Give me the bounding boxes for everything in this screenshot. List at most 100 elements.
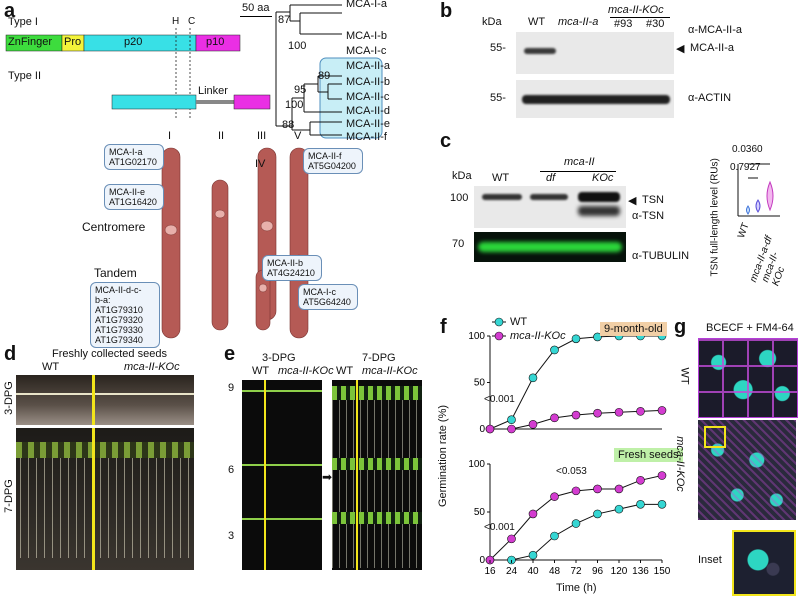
e-row-3: 3 xyxy=(228,530,235,542)
f-point-ko xyxy=(657,406,667,415)
f-point-ko xyxy=(636,407,645,416)
c-mw-70: 70 xyxy=(452,238,465,250)
b-lane-93: #93 xyxy=(614,18,633,30)
bootstrap-87: 87 xyxy=(278,14,291,26)
bootstrap-100-b: 100 xyxy=(285,99,304,111)
d-wt-label: WT xyxy=(42,361,60,373)
c-xlabel-wt: WT xyxy=(736,221,752,240)
b-lane-30: #30 xyxy=(646,18,665,30)
f-point-wt xyxy=(593,332,602,342)
c-pvalue-0360: 0.0360 xyxy=(732,144,763,155)
b-blot-actin xyxy=(516,80,674,118)
domain-p10 xyxy=(195,34,241,52)
c-lane-df: df xyxy=(546,172,556,184)
f-title-bottom: Fresh seeds xyxy=(614,448,683,462)
d-title: Freshly collected seeds xyxy=(52,348,167,360)
tree-leaf-2: MCA-I-b xyxy=(346,30,387,42)
d-photo-3dpg xyxy=(16,375,194,425)
e-ko-right: mca-II-KOc xyxy=(362,365,418,377)
f-legend-ko: mca-II-KOc xyxy=(510,330,566,342)
f-xtick-label: 136 xyxy=(632,566,649,577)
c-antibody-tubulin: α-TUBULIN xyxy=(632,250,690,262)
chromosome-label-ii: II xyxy=(218,130,225,142)
tree-leaf-5: MCA-II-b xyxy=(346,76,390,88)
g-row-inset: Inset xyxy=(698,554,722,566)
panel-label-a: a xyxy=(4,0,16,22)
g-image-inset xyxy=(732,530,796,596)
domain-label-znfinger: ZnFinger xyxy=(8,36,53,48)
e-ko-left: mca-II-KOc xyxy=(278,365,334,377)
b-lane-mca-ii-a: mca-II-a xyxy=(558,16,599,28)
f-point-ko xyxy=(657,471,667,480)
e-photo-7dpg xyxy=(332,380,422,570)
f-ytick-label: 50 xyxy=(474,378,486,389)
panel-label-c: c xyxy=(440,130,452,152)
c-group-header: mca-II xyxy=(564,156,595,168)
g-image-ko xyxy=(698,420,796,520)
f-point-ko xyxy=(550,492,559,501)
f-point-ko xyxy=(571,486,581,496)
f-point-wt xyxy=(636,500,645,509)
marker-c: C xyxy=(188,16,196,27)
e-wt-right: WT xyxy=(336,365,354,377)
scale-label: 50 aa xyxy=(242,2,270,14)
f-xtick-label: 96 xyxy=(592,566,604,577)
f-point-ko xyxy=(614,407,624,417)
chromosome-label-iv: IV xyxy=(255,158,266,170)
f-ytick-label: 50 xyxy=(474,507,486,518)
c-kda: kDa xyxy=(452,170,472,182)
locus-mca-i-c: MCA-I-c AT5G64240 xyxy=(298,284,358,310)
panel-label-g: g xyxy=(674,316,687,338)
f-point-ko xyxy=(571,410,581,420)
f-legend-marker xyxy=(494,331,504,341)
d-ko-label: mca-II-KOc xyxy=(124,361,180,373)
d-row-7dpg: 7-DPG xyxy=(2,479,15,513)
g-title: BCECF + FM4-64 xyxy=(706,322,794,334)
f-ytick-label: 0 xyxy=(479,424,485,435)
e-wt-left: WT xyxy=(252,365,270,377)
f-series-line-wt xyxy=(490,503,662,561)
f-legend-marker xyxy=(494,317,504,327)
f-ylabel: Germination rate (%) xyxy=(437,404,450,508)
tree-leaf-9: MCA-II-f xyxy=(346,131,387,143)
c-band-arrow: ◀ xyxy=(628,195,637,207)
f-point-wt xyxy=(550,345,559,355)
d-photo-7dpg xyxy=(16,428,194,570)
centromere-label: Centromere xyxy=(82,220,146,234)
f-xtick-label: 40 xyxy=(527,566,539,577)
scale-bar xyxy=(240,16,272,17)
b-mw-55-bottom: 55- xyxy=(490,92,506,104)
domain-label-pro: Pro xyxy=(64,36,82,48)
bootstrap-88: 88 xyxy=(282,119,295,131)
tree-leaf-7: MCA-II-d xyxy=(346,105,390,117)
f-xtick-label: 24 xyxy=(506,566,518,577)
f-xtick-label: 120 xyxy=(611,566,628,577)
f-point-ko xyxy=(593,408,602,418)
locus-mca-i-a: MCA-I-a AT1G02170 xyxy=(104,144,164,170)
f-point-wt xyxy=(571,519,581,528)
locus-mca-ii-b: MCA-II-b AT4G24210 xyxy=(262,255,322,281)
f-point-wt xyxy=(550,531,559,541)
b-lane-wt: WT xyxy=(528,16,546,28)
tree-leaf-6: MCA-II-c xyxy=(346,91,390,103)
linker xyxy=(196,100,234,104)
panel-label-e: e xyxy=(224,343,236,365)
f-xlabel: Time (h) xyxy=(556,582,597,594)
e-left-title: 3-DPG xyxy=(262,352,296,364)
b-blot-mca xyxy=(516,32,674,74)
f-point-ko xyxy=(593,484,602,494)
panel-label-f: f xyxy=(440,316,447,338)
linker-label: Linker xyxy=(198,85,228,97)
f-germination-chart: 0 50 100 0 50 100 16 24 40 48 72 96 120 136 150 xyxy=(468,317,670,577)
d-row-3dpg: 3-DPG xyxy=(2,381,15,415)
e-row-9: 9 xyxy=(228,382,235,394)
f-point-ko xyxy=(528,420,538,429)
tandem-label: Tandem xyxy=(94,266,137,280)
e-arrow: ➡ xyxy=(322,470,333,484)
tree-leaf-8: MCA-II-e xyxy=(346,118,390,130)
c-ylabel: TSN full-length level (RUs) xyxy=(709,158,721,277)
bootstrap-100-a: 100 xyxy=(288,40,307,52)
f-point-wt xyxy=(657,500,667,509)
domain-label-p10: p10 xyxy=(206,36,225,48)
f-point-ko xyxy=(636,476,645,485)
